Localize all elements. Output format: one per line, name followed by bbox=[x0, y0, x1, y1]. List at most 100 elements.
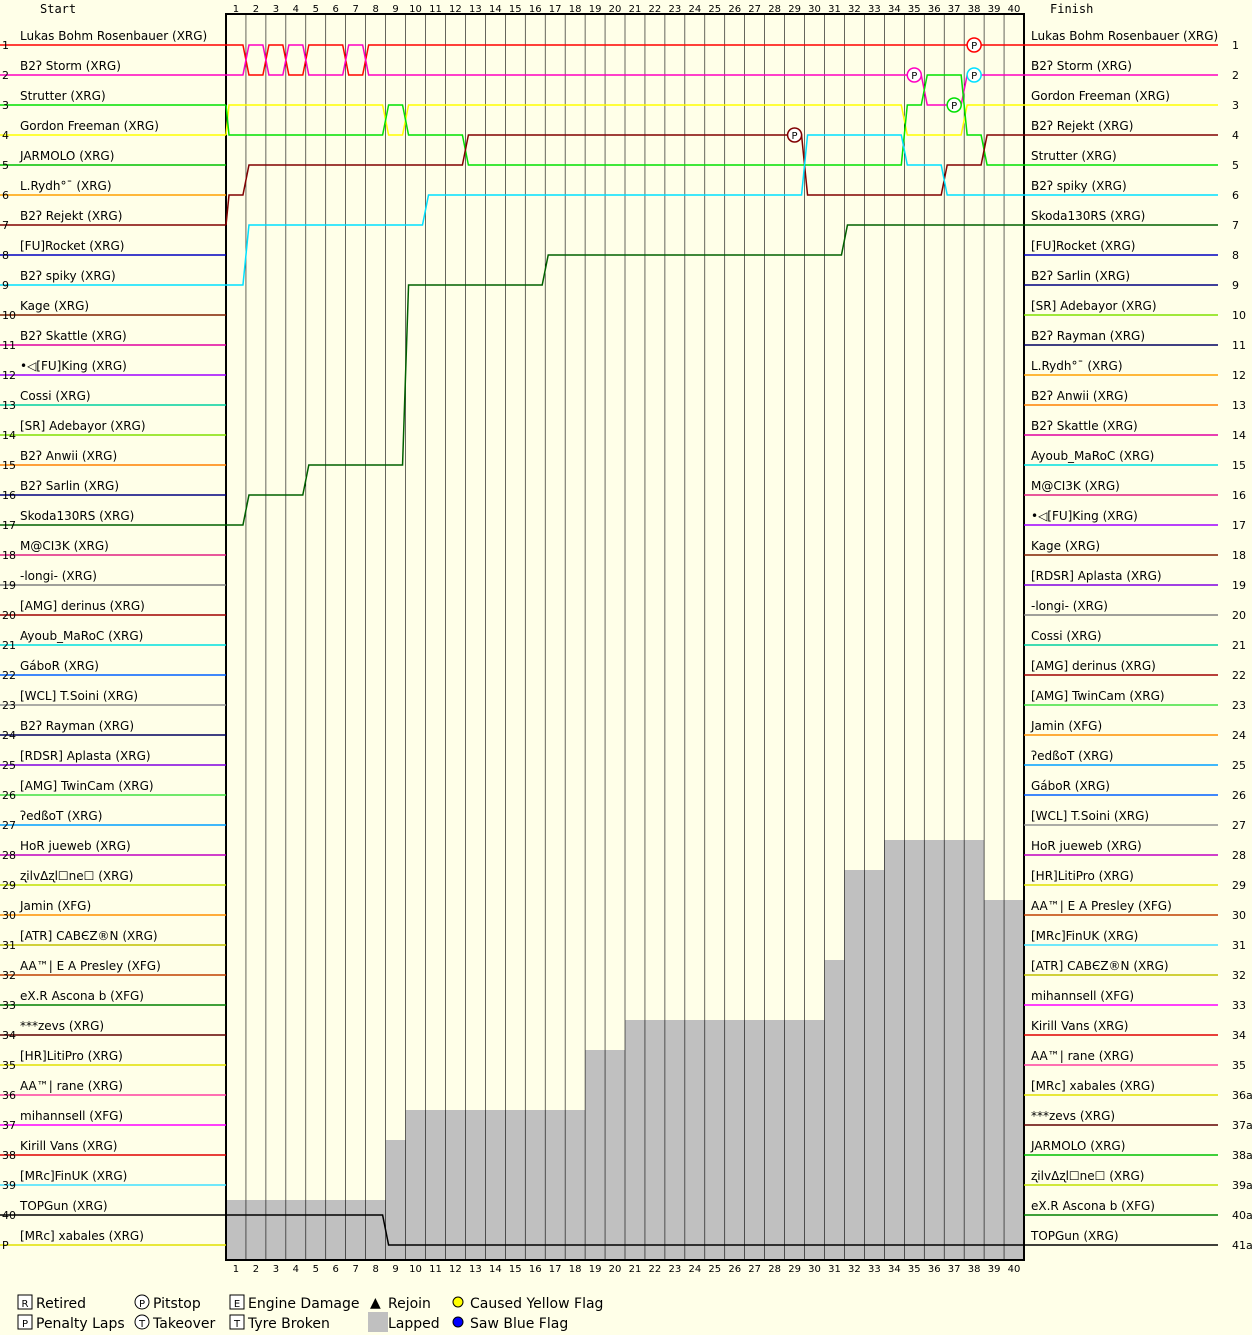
start-driver-label: Gordon Freeman (XRG) bbox=[20, 119, 159, 133]
start-position-label: 1 bbox=[2, 39, 9, 52]
finish-position-label: 24 bbox=[1232, 729, 1246, 742]
start-driver-label: HoR jueweb (XRG) bbox=[20, 839, 131, 853]
finish-driver-label: JARMOLO (XRG) bbox=[1030, 1139, 1125, 1153]
finish-driver-label: B2ʔ Rejekt (XRG) bbox=[1031, 119, 1133, 133]
start-position-label: 17 bbox=[2, 519, 16, 532]
lap-tick-top: 12 bbox=[449, 4, 462, 15]
finish-position-label: 8 bbox=[1232, 249, 1239, 262]
start-driver-label: [AMG] derinus (XRG) bbox=[20, 599, 145, 613]
finish-position-label: 13 bbox=[1232, 399, 1246, 412]
lap-tick-top: 6 bbox=[333, 4, 339, 15]
finish-position-label: 15 bbox=[1232, 459, 1246, 472]
finish-position-label: 20 bbox=[1232, 609, 1246, 622]
legend-icon-letter: P bbox=[139, 1299, 145, 1310]
start-driver-label: Ayoub_MaRoC (XRG) bbox=[20, 629, 143, 643]
finish-driver-label: [AMG] TwinCam (XRG) bbox=[1031, 689, 1165, 703]
pitstop-circle bbox=[966, 37, 982, 53]
lap-tick-top: 35 bbox=[908, 4, 921, 15]
lap-tick-bottom: 17 bbox=[549, 1264, 562, 1275]
driver-trace bbox=[226, 1214, 1024, 1246]
finish-driver-label: Lukas Bohm Rosenbauer (XRG) bbox=[1031, 29, 1218, 43]
finish-position-label: 21 bbox=[1232, 639, 1246, 652]
finish-position-label: 28 bbox=[1232, 849, 1246, 862]
pitstop-marker: P bbox=[906, 67, 923, 83]
pitstop-marker: P bbox=[966, 67, 982, 83]
finish-driver-label: [FU]Rocket (XRG) bbox=[1031, 239, 1135, 253]
start-position-label: 28 bbox=[2, 849, 16, 862]
legend-rejoin-icon: ▲ bbox=[370, 1295, 381, 1311]
start-position-label: 2 bbox=[2, 69, 9, 82]
legend-lapped-swatch bbox=[368, 1312, 388, 1332]
lap-tick-top: 13 bbox=[469, 4, 482, 15]
finish-position-label: 14 bbox=[1232, 429, 1246, 442]
lap-tick-bottom: 1 bbox=[233, 1264, 239, 1275]
finish-position-label: 12 bbox=[1232, 369, 1246, 382]
lap-tick-bottom: 12 bbox=[449, 1264, 462, 1275]
start-driver-label: Kage (XRG) bbox=[20, 299, 89, 313]
finish-position-label: 10 bbox=[1232, 309, 1246, 322]
start-position-label: 31 bbox=[2, 939, 16, 952]
lap-tick-top: 1 bbox=[233, 4, 239, 15]
pitstop-letter: P bbox=[911, 71, 917, 82]
lap-tick-bottom: 29 bbox=[788, 1264, 801, 1275]
finish-driver-label: B2ʔ Anwii (XRG) bbox=[1031, 389, 1128, 403]
lap-tick-top: 24 bbox=[688, 4, 701, 15]
start-position-label: 24 bbox=[2, 729, 16, 742]
start-position-label: 5 bbox=[2, 159, 9, 172]
lap-tick-bottom: 38 bbox=[968, 1264, 981, 1275]
lap-tick-top: 25 bbox=[708, 4, 721, 15]
finish-driver-label: Cossi (XRG) bbox=[1031, 629, 1102, 643]
finish-position-label: 3 bbox=[1232, 99, 1239, 112]
start-driver-label: B2ʔ Sarlin (XRG) bbox=[20, 479, 119, 493]
start-driver-label: AA™| rane (XRG) bbox=[20, 1079, 123, 1093]
lap-tick-top: 32 bbox=[848, 4, 861, 15]
finish-driver-label: ***zevs (XRG) bbox=[1031, 1109, 1115, 1123]
finish-position-label: 25 bbox=[1232, 759, 1246, 772]
start-position-label: 22 bbox=[2, 669, 16, 682]
start-position-label: 33 bbox=[2, 999, 16, 1012]
lap-tick-bottom: 11 bbox=[429, 1264, 442, 1275]
lap-tick-bottom: 40 bbox=[1008, 1264, 1021, 1275]
lap-tick-bottom: 7 bbox=[352, 1264, 358, 1275]
start-driver-label: ʔedßoT (XRG) bbox=[20, 809, 102, 823]
finish-position-label: 18 bbox=[1232, 549, 1246, 562]
start-driver-label: Lukas Bohm Rosenbauer (XRG) bbox=[20, 29, 207, 43]
lap-tick-bottom: 9 bbox=[392, 1264, 398, 1275]
legend-icon-letter: T bbox=[233, 1319, 241, 1330]
finish-position-label: 32 bbox=[1232, 969, 1246, 982]
finish-position-label: 17 bbox=[1232, 519, 1246, 532]
lap-tick-top: 7 bbox=[352, 4, 358, 15]
start-driver-label: [MRc] xabales (XRG) bbox=[20, 1229, 144, 1243]
finish-header: Finish bbox=[1050, 2, 1093, 16]
finish-position-label: 11 bbox=[1232, 339, 1246, 352]
lap-tick-top: 15 bbox=[509, 4, 522, 15]
finish-position-label: 33 bbox=[1232, 999, 1246, 1012]
pitstop-letter: P bbox=[951, 101, 957, 112]
legend: R Retired P Penalty Laps P Pitstop T Takeover E E… bbox=[17, 1294, 603, 1332]
lap-tick-top: 10 bbox=[409, 4, 422, 15]
start-position-label: 39 bbox=[2, 1179, 16, 1192]
lap-tick-bottom: 15 bbox=[509, 1264, 522, 1275]
lap-tick-bottom: 4 bbox=[293, 1264, 299, 1275]
legend-label: Retired bbox=[36, 1296, 86, 1312]
start-driver-label: [FU]Rocket (XRG) bbox=[20, 239, 124, 253]
finish-position-label: 38a bbox=[1232, 1149, 1252, 1162]
lap-tick-bottom: 18 bbox=[569, 1264, 582, 1275]
legend-label: Takeover bbox=[152, 1316, 215, 1332]
legend-label: Penalty Laps bbox=[36, 1316, 125, 1332]
pitstop-letter: P bbox=[971, 71, 977, 82]
lapped-block bbox=[226, 1200, 406, 1260]
legend-icon-letter: E bbox=[234, 1299, 240, 1310]
finish-position-label: 35 bbox=[1232, 1059, 1246, 1072]
lap-tick-top: 8 bbox=[372, 4, 378, 15]
finish-driver-label: eX.R Ascona b (XFG) bbox=[1031, 1199, 1155, 1213]
lap-tick-bottom: 26 bbox=[728, 1264, 741, 1275]
finish-driver-label: B2ʔ spiky (XRG) bbox=[1031, 179, 1127, 193]
finish-driver-label: [ATR] CABЄZ®N (XRG) bbox=[1031, 959, 1169, 973]
start-driver-label: GáboR (XRG) bbox=[20, 659, 99, 673]
legend-label: Tyre Broken bbox=[247, 1316, 330, 1332]
lap-tick-bottom: 23 bbox=[669, 1264, 682, 1275]
event-markers: P P P P P bbox=[786, 37, 982, 143]
lap-tick-top: 28 bbox=[768, 4, 781, 15]
